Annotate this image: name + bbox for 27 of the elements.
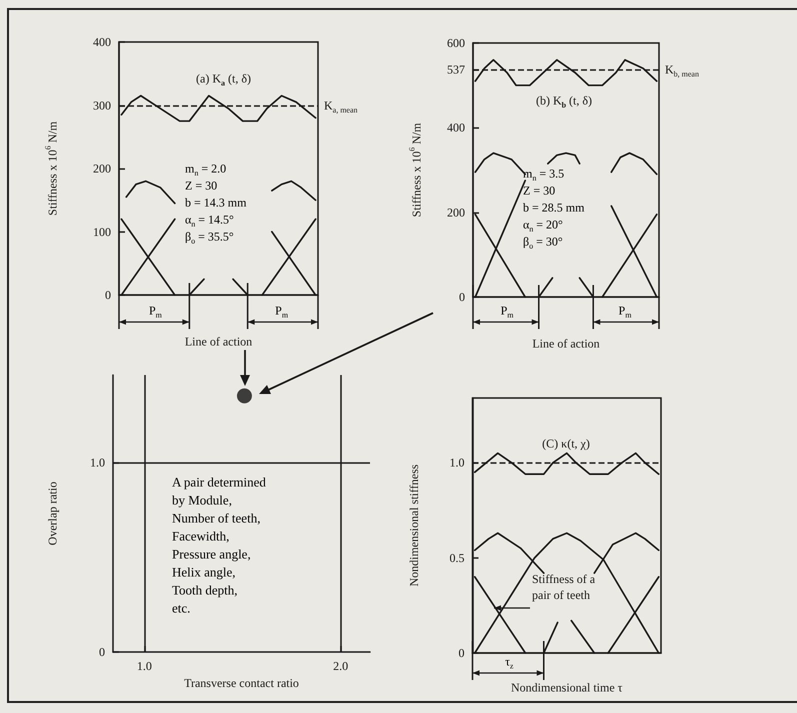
y-tick-label: 100: [93, 224, 111, 239]
y-tick-label: 1.0: [450, 456, 464, 470]
x-axis-title: Transverse contact ratio: [184, 676, 299, 690]
y-tick-label: 400: [447, 120, 465, 135]
annotation: A pair determined by Module, Number of teeth, Facewidth, Pressure angle, Helix angle, Tooth depth, etc.: [172, 474, 266, 616]
y-axis-title: Stiffness x 106 N/m: [44, 120, 60, 216]
y-tick-label: 537: [447, 62, 465, 77]
y-tick-label: 400: [93, 35, 111, 49]
y-tick-label: 0: [459, 290, 465, 304]
y-axis-title: Nondimensional stiffness: [407, 464, 421, 587]
x-axis-title: Line of action: [532, 336, 600, 350]
annotation: Stiffness of a pair of teeth: [532, 572, 598, 602]
y-tick-label: 600: [447, 36, 465, 50]
y-tick-label: 0: [458, 646, 464, 660]
y-tick-label: 0: [105, 288, 111, 302]
y-tick-label: 0: [99, 645, 105, 659]
text: (C) κ(t, χ): [542, 436, 590, 450]
y-tick-label: 0.5: [450, 550, 464, 565]
y-axis-title: Overlap ratio: [46, 482, 60, 546]
y-tick-label: 300: [93, 98, 111, 112]
x-axis-title: Line of action: [184, 334, 252, 348]
y-tick-label: 200: [447, 205, 465, 220]
y-tick-label: 1.0: [90, 455, 105, 470]
x-axis-title: Nondimensional time τ: [511, 680, 623, 694]
y-axis-title: Stiffness x 106 N/m: [408, 122, 424, 218]
y-tick-label: 200: [93, 162, 111, 176]
x-tick-label: 2.0: [333, 659, 348, 673]
